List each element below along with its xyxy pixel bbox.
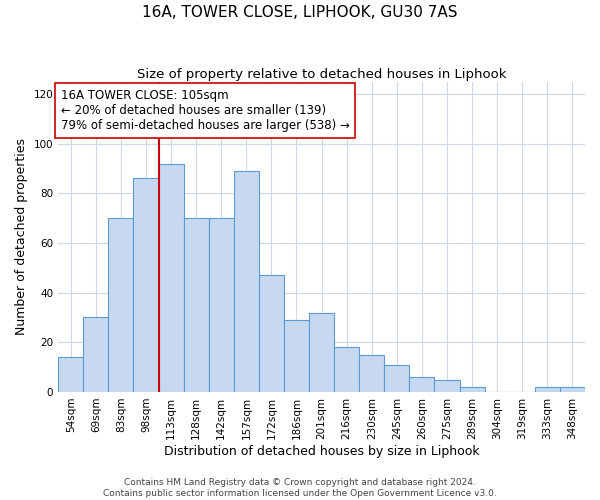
Bar <box>184 218 209 392</box>
Title: Size of property relative to detached houses in Liphook: Size of property relative to detached ho… <box>137 68 506 80</box>
Bar <box>560 387 585 392</box>
Bar <box>385 364 409 392</box>
Bar <box>83 318 109 392</box>
Bar <box>284 320 309 392</box>
Y-axis label: Number of detached properties: Number of detached properties <box>15 138 28 336</box>
Bar <box>434 380 460 392</box>
X-axis label: Distribution of detached houses by size in Liphook: Distribution of detached houses by size … <box>164 444 479 458</box>
Bar <box>535 387 560 392</box>
Bar <box>133 178 158 392</box>
Text: Contains HM Land Registry data © Crown copyright and database right 2024.
Contai: Contains HM Land Registry data © Crown c… <box>103 478 497 498</box>
Bar <box>460 387 485 392</box>
Bar <box>359 354 385 392</box>
Bar <box>309 312 334 392</box>
Bar <box>259 276 284 392</box>
Bar <box>334 348 359 392</box>
Bar <box>158 164 184 392</box>
Bar <box>234 171 259 392</box>
Bar <box>58 357 83 392</box>
Text: 16A, TOWER CLOSE, LIPHOOK, GU30 7AS: 16A, TOWER CLOSE, LIPHOOK, GU30 7AS <box>142 5 458 20</box>
Bar <box>109 218 133 392</box>
Bar <box>209 218 234 392</box>
Text: 16A TOWER CLOSE: 105sqm
← 20% of detached houses are smaller (139)
79% of semi-d: 16A TOWER CLOSE: 105sqm ← 20% of detache… <box>61 89 350 132</box>
Bar <box>409 377 434 392</box>
